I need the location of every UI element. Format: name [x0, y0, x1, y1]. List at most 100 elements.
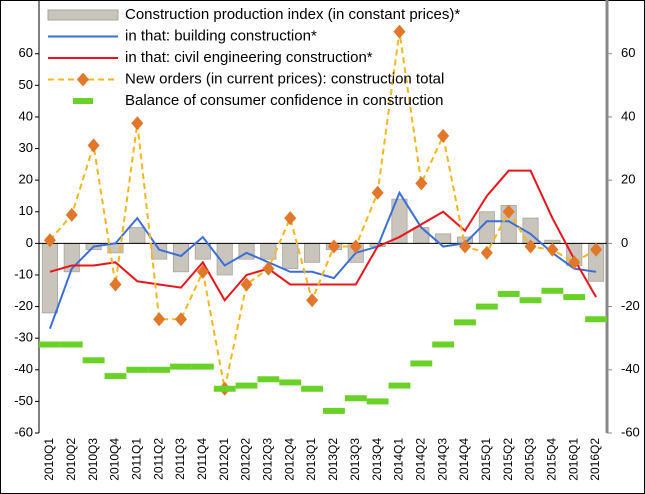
marker: [415, 176, 428, 191]
y-tick-label: 20: [19, 172, 33, 187]
x-tick-label: 2012Q2: [239, 438, 253, 481]
marker: [590, 242, 603, 257]
x-tick-label: 2014Q3: [435, 438, 449, 481]
x-tick-label: 2015Q3: [523, 438, 537, 481]
marker: [65, 207, 78, 222]
y2-tick-label: 0: [621, 235, 628, 250]
x-tick-label: 2010Q4: [108, 438, 122, 481]
dash-mark: [366, 398, 389, 405]
x-tick-label: 2016Q1: [566, 438, 580, 481]
bar: [194, 242, 211, 260]
dash-mark: [432, 341, 455, 348]
bar: [260, 242, 277, 260]
legend-label: Balance of consumer confidence in constr…: [125, 92, 444, 109]
marker: [131, 116, 144, 131]
marker: [175, 312, 187, 327]
x-tick-label: 2011Q3: [173, 438, 187, 480]
legend-label: New orders (in current prices): construc…: [125, 70, 444, 87]
y-tick-label: 60: [19, 45, 33, 60]
y-tick-label: -20: [14, 298, 33, 313]
x-tick-label: 2013Q4: [370, 438, 384, 481]
marker: [109, 277, 122, 292]
x-tick-label: 2015Q2: [501, 438, 515, 481]
dash-mark: [170, 363, 192, 370]
y-tick-label: 40: [19, 108, 33, 123]
y-tick-label: -40: [14, 361, 33, 376]
marker: [437, 128, 450, 143]
dash-mark: [301, 385, 323, 392]
dash-mark: [82, 357, 105, 364]
marker: [284, 211, 297, 226]
x-tick-label: 2012Q4: [282, 438, 296, 481]
bar: [304, 242, 321, 263]
y-tick-label: -60: [14, 424, 33, 439]
bar: [41, 242, 58, 314]
x-tick-label: 2010Q2: [64, 438, 78, 481]
marker: [568, 255, 581, 270]
x-tick-label: 2012Q3: [261, 438, 275, 481]
marker: [240, 277, 253, 292]
dash-mark: [388, 382, 411, 389]
x-tick-label: 2013Q2: [326, 438, 340, 481]
y-tick-label: 30: [19, 140, 33, 155]
series-line: [49, 169, 597, 302]
x-tick-label: 2014Q1: [392, 438, 406, 481]
legend-marker: [77, 72, 89, 87]
marker: [262, 261, 275, 276]
marker: [349, 239, 362, 254]
y-tick-label: 0: [26, 235, 33, 250]
dash-mark: [410, 360, 433, 367]
series-line: [49, 31, 597, 389]
x-tick-label: 2014Q4: [457, 438, 471, 481]
marker: [153, 312, 166, 327]
dash-mark: [191, 363, 214, 370]
dash-mark: [497, 290, 520, 297]
y-tick-label: 50: [19, 77, 33, 92]
x-tick-label: 2014Q2: [413, 438, 427, 481]
marker: [371, 185, 384, 200]
bar: [413, 227, 430, 244]
x-tick-label: 2015Q1: [479, 438, 493, 481]
x-tick-label: 2013Q1: [304, 438, 318, 481]
dash-mark: [454, 319, 476, 326]
dash-mark: [257, 376, 280, 383]
y2-tick-label: 20: [621, 172, 635, 187]
dash-mark: [148, 366, 171, 373]
x-tick-label: 2011Q4: [195, 438, 209, 480]
dash-mark: [344, 395, 367, 402]
dash-mark: [104, 373, 127, 380]
x-tick-label: 2013Q3: [348, 438, 362, 481]
x-tick-label: 2010Q3: [86, 438, 100, 481]
marker: [393, 24, 406, 39]
dash-mark: [126, 366, 149, 373]
x-tick-label: 2012Q1: [217, 438, 231, 481]
y2-tick-label: -20: [621, 298, 640, 313]
marker: [306, 293, 319, 308]
y2-tick-label: -60: [621, 424, 640, 439]
y2-tick-label: 40: [621, 108, 635, 123]
legend-label: in that: building construction*: [125, 27, 317, 44]
legend-swatch: [73, 98, 93, 104]
marker: [459, 239, 471, 254]
y-tick-label: 10: [19, 203, 33, 218]
legend-label: in that: civil engineering construction*: [125, 49, 373, 66]
dash-mark: [323, 407, 345, 414]
marker: [87, 138, 100, 153]
bar: [282, 242, 299, 270]
x-tick-label: 2015Q4: [545, 438, 559, 481]
dash-mark: [585, 316, 607, 323]
y-tick-label: -50: [14, 393, 33, 408]
bar: [129, 227, 146, 244]
marker: [524, 239, 537, 254]
marker: [480, 245, 493, 260]
marker: [327, 239, 340, 254]
y-tick-label: -30: [14, 330, 33, 345]
marker: [546, 242, 559, 257]
dash-mark: [541, 287, 564, 294]
dash-mark: [279, 379, 302, 386]
y2-tick-label: -40: [621, 361, 640, 376]
marker: [502, 204, 515, 219]
bar: [172, 242, 190, 273]
dash-mark: [60, 341, 83, 348]
